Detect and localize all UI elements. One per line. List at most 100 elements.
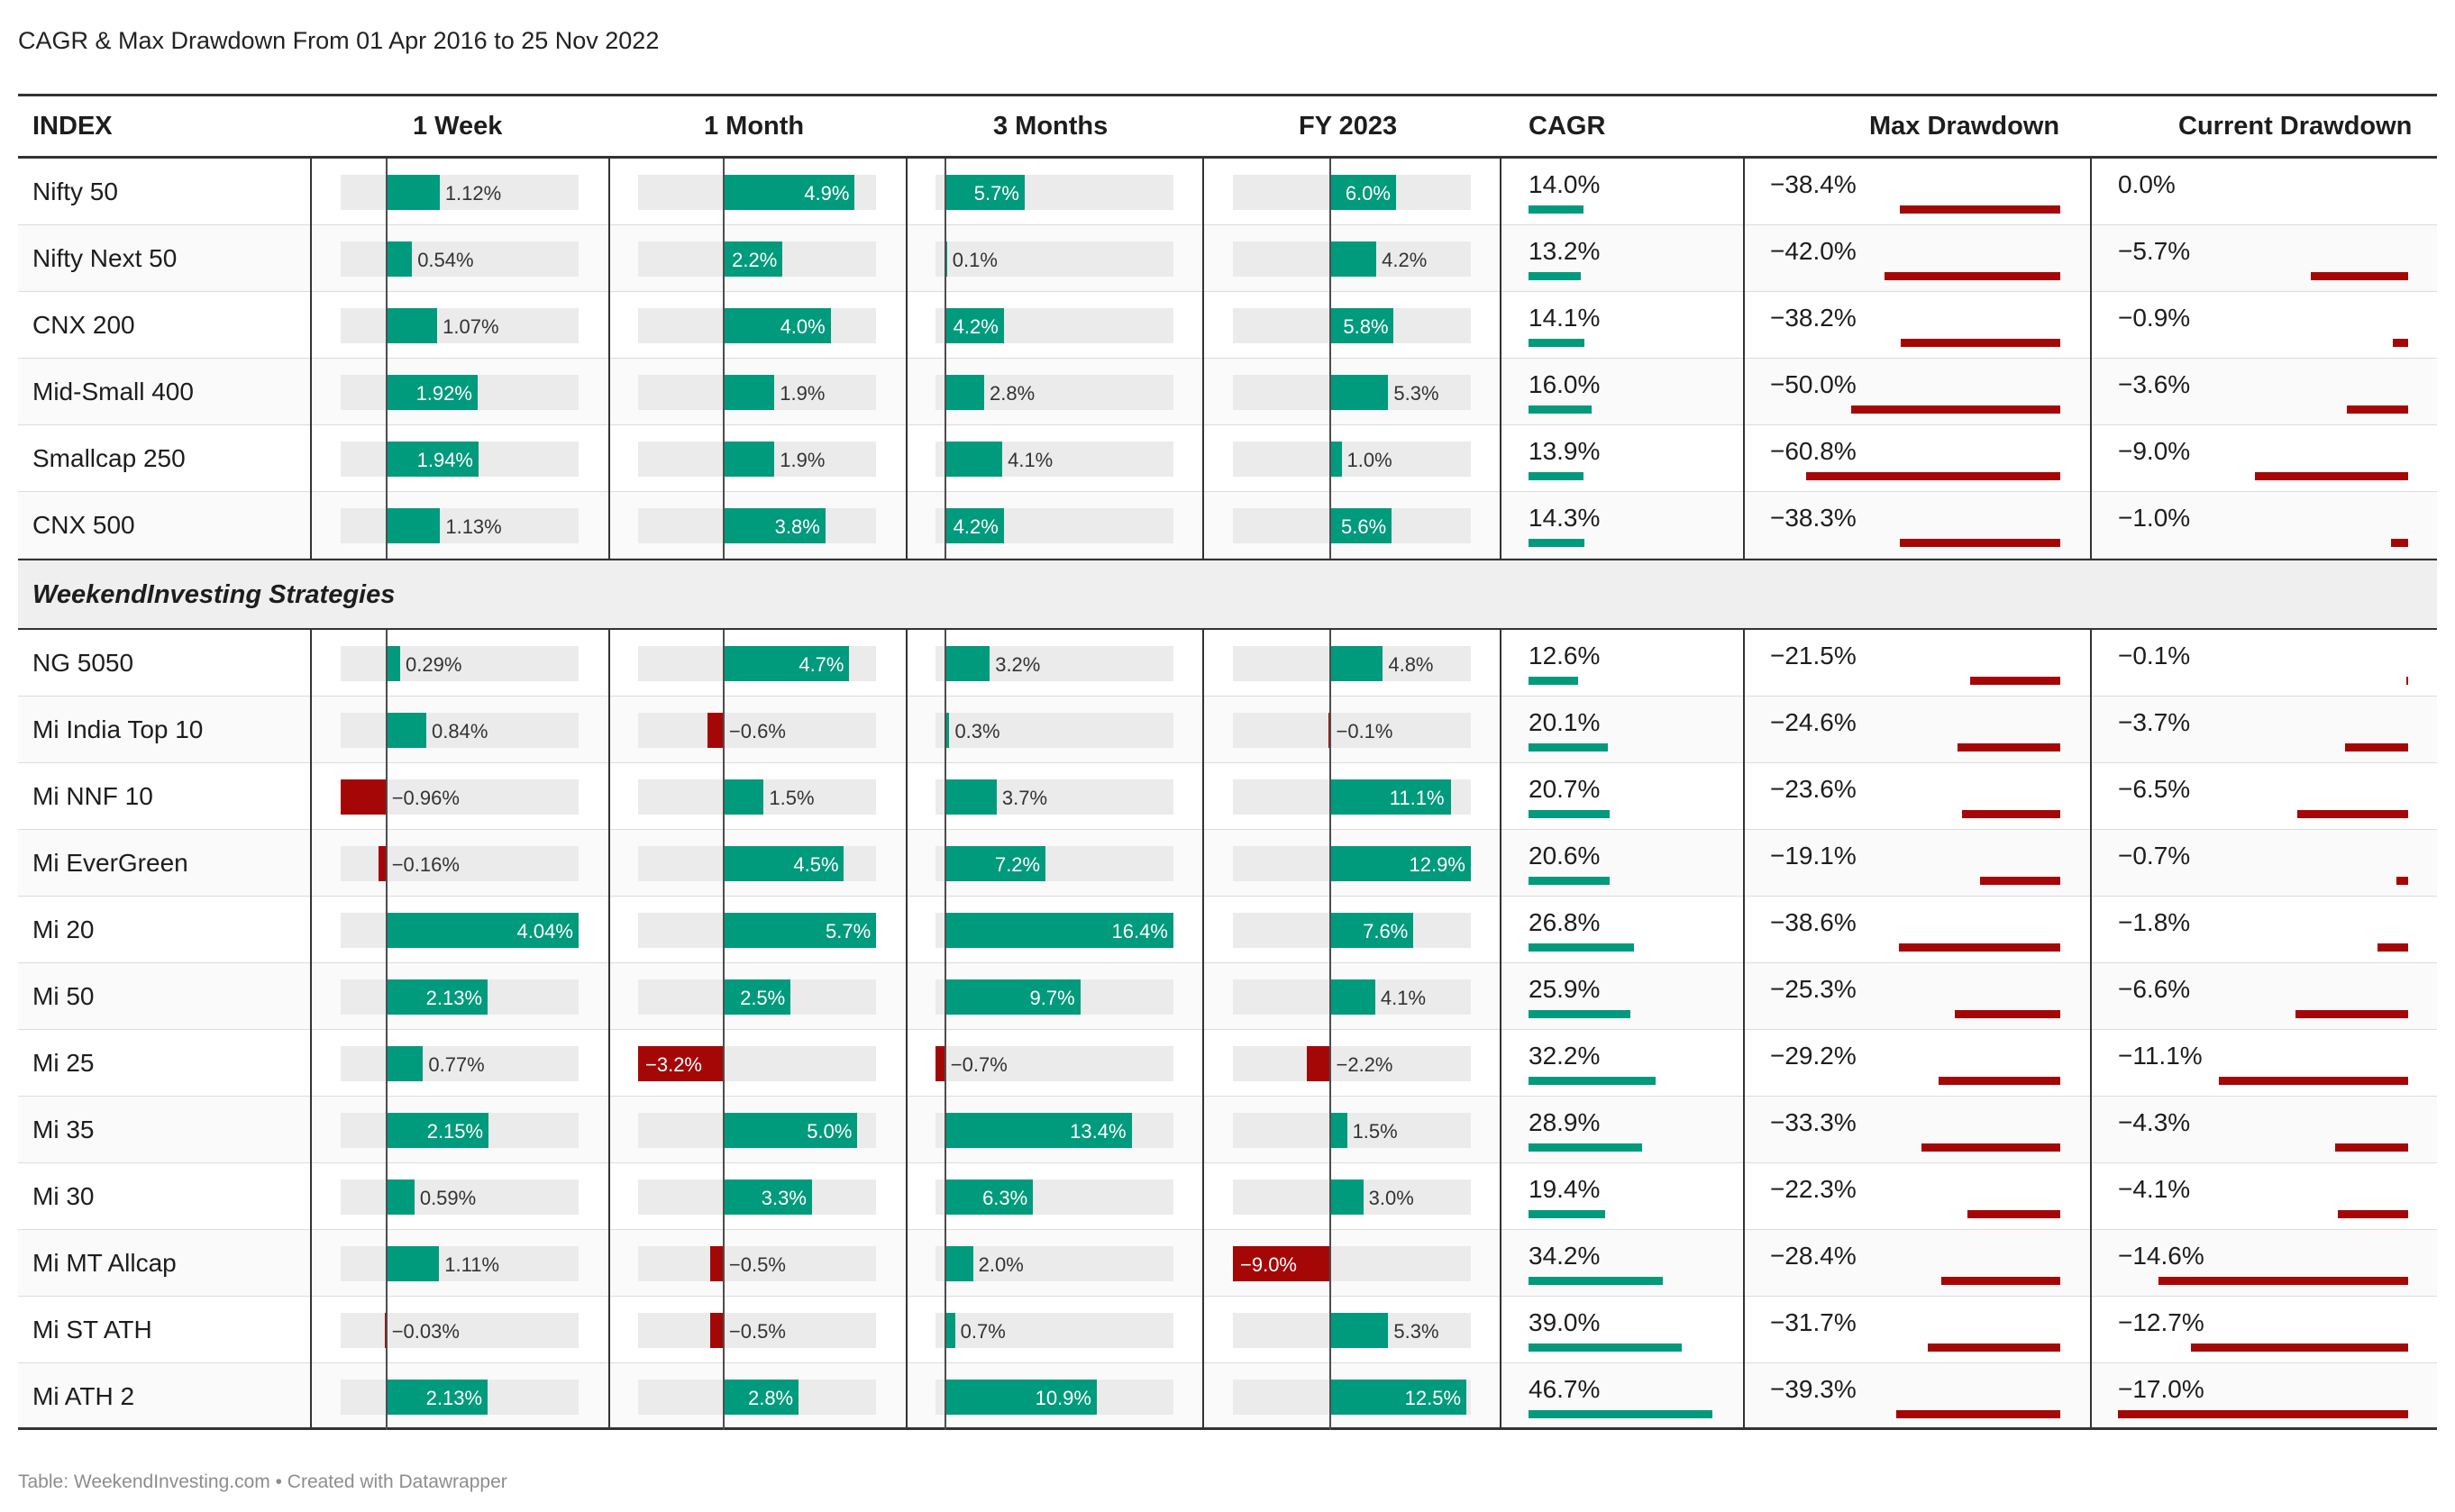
- table-row[interactable]: Mi 25 0.77% −3.2% −0.7% −2.2% 32.2% −29.2% −11.…: [18, 1030, 2437, 1097]
- zero-axis: [722, 830, 725, 897]
- table-row[interactable]: Smallcap 250 1.94% 1.9% 4.1% 1.0% 13.9% −60.8%…: [18, 425, 2437, 492]
- column-header-cagr[interactable]: CAGR: [1529, 112, 1606, 141]
- table-row[interactable]: Mi MT Allcap 1.11% −0.5% 2.0% −9.0% 34.2% −28.…: [18, 1230, 2437, 1297]
- w1-bar: [386, 646, 400, 681]
- maxdd-value: −21.5%: [1770, 642, 1857, 669]
- bar-track: [341, 1313, 579, 1348]
- bar-track: [935, 1246, 1173, 1281]
- table-row[interactable]: Mi EverGreen −0.16% 4.5% 7.2% 12.9% 20.6% −19.…: [18, 830, 2437, 897]
- zero-axis: [944, 159, 946, 225]
- fy-bar: [1330, 308, 1394, 343]
- w1-bar: [386, 308, 438, 343]
- zero-axis: [1329, 963, 1332, 1030]
- maxdd-value: −60.8%: [1770, 437, 1857, 465]
- group-header: WeekendInvesting Strategies: [18, 559, 2437, 630]
- table-row[interactable]: Mi 50 2.13% 2.5% 9.7% 4.1% 25.9% −25.3% −6.6%: [18, 963, 2437, 1030]
- table-row[interactable]: Mi ATH 2 2.13% 2.8% 10.9% 12.5% 46.7% −39.3% −1…: [18, 1363, 2437, 1430]
- zero-axis: [385, 1230, 388, 1297]
- fy-value: 4.2%: [1382, 249, 1428, 271]
- fy-value: 5.8%: [1343, 315, 1389, 338]
- table-row[interactable]: Mid-Small 400 1.92% 1.9% 2.8% 5.3% 16.0% −50.0…: [18, 359, 2437, 425]
- fy-value: 7.6%: [1363, 920, 1409, 943]
- m3-bar: [945, 779, 997, 815]
- cagr-value: 14.3%: [1529, 504, 1601, 532]
- cagr-value: 20.1%: [1529, 708, 1601, 736]
- column-header-max-drawdown[interactable]: Max Drawdown: [1869, 112, 2060, 141]
- zero-axis: [944, 1230, 946, 1297]
- curdd-bar: [2311, 272, 2408, 280]
- w1-value: −0.16%: [391, 853, 460, 876]
- table-row[interactable]: Mi ST ATH −0.03% −0.5% 0.7% 5.3% 39.0% −31.7% −…: [18, 1297, 2437, 1363]
- maxdd-bar: [1967, 1210, 2060, 1218]
- w1-bar: [386, 442, 479, 477]
- table-row[interactable]: CNX 200 1.07% 4.0% 4.2% 5.8% 14.1% −38.2% −0.9%: [18, 292, 2437, 359]
- curdd-bar: [2218, 1077, 2408, 1085]
- zero-axis: [1329, 225, 1332, 292]
- zero-axis: [944, 425, 946, 492]
- column-header-3-months[interactable]: 3 Months: [993, 112, 1109, 141]
- row-name: Mi ATH 2: [32, 1382, 135, 1410]
- column-header-current-drawdown[interactable]: Current Drawdown: [2178, 112, 2413, 141]
- zero-axis: [1329, 1297, 1332, 1363]
- table-row[interactable]: Mi India Top 10 0.84% −0.6% 0.3% −0.1% 20.1% −…: [18, 697, 2437, 763]
- m3-value: 0.3%: [954, 720, 1000, 742]
- zero-axis: [722, 697, 725, 763]
- column-divider: [1743, 159, 1745, 559]
- zero-axis: [385, 763, 388, 830]
- column-header-fy-2023[interactable]: FY 2023: [1299, 112, 1398, 141]
- w1-bar: [386, 375, 479, 410]
- row-name: Nifty 50: [32, 178, 118, 205]
- m3-bar: [945, 1246, 973, 1281]
- footer-credit: Table: WeekendInvesting.com • Created wi…: [18, 1471, 507, 1492]
- m1-value: 1.9%: [780, 382, 826, 405]
- fy-value: 12.9%: [1409, 853, 1465, 876]
- m1-value: −0.5%: [728, 1320, 786, 1343]
- bar-track: [935, 1046, 1173, 1081]
- zero-axis: [385, 492, 388, 559]
- zero-axis: [1329, 1030, 1332, 1097]
- bar-track: [638, 1313, 876, 1348]
- table-row[interactable]: Nifty Next 50 0.54% 2.2% 0.1% 4.2% 13.2% −42.0…: [18, 225, 2437, 292]
- zero-axis: [722, 963, 725, 1030]
- fy-bar: [1330, 175, 1396, 210]
- column-header-index[interactable]: INDEX: [32, 112, 113, 141]
- bar-track: [1233, 1113, 1471, 1148]
- cagr-value: 46.7%: [1529, 1375, 1601, 1403]
- maxdd-bar: [1980, 877, 2060, 885]
- table-row[interactable]: Mi 35 2.15% 5.0% 13.4% 1.5% 28.9% −33.3% −4.3%: [18, 1097, 2437, 1163]
- table-row[interactable]: CNX 500 1.13% 3.8% 4.2% 5.6% 14.3% −38.3% −1.0%: [18, 492, 2437, 559]
- column-header-1-week[interactable]: 1 Week: [413, 112, 503, 141]
- table-row[interactable]: Mi 20 4.04% 5.7% 16.4% 7.6% 26.8% −38.6% −1.8%: [18, 897, 2437, 963]
- zero-axis: [1329, 630, 1332, 697]
- column-divider: [906, 159, 908, 559]
- w1-value: 2.13%: [425, 987, 483, 1009]
- fy-value: 5.6%: [1341, 515, 1387, 538]
- table-row[interactable]: Nifty 50 1.12% 4.9% 5.7% 6.0% 14.0% −38.4% 0.0%: [18, 159, 2437, 225]
- m3-value: 4.2%: [953, 515, 999, 538]
- zero-axis: [722, 359, 725, 425]
- curdd-bar: [2344, 743, 2408, 751]
- column-divider: [310, 159, 312, 559]
- cagr-bar: [1529, 1143, 1643, 1152]
- fy-value: 1.0%: [1346, 449, 1392, 471]
- zero-axis: [385, 159, 388, 225]
- table-row[interactable]: Mi NNF 10 −0.96% 1.5% 3.7% 11.1% 20.7% −23.6% −…: [18, 763, 2437, 830]
- zero-axis: [1329, 697, 1332, 763]
- row-name: Mi 35: [32, 1116, 95, 1143]
- m1-bar: [723, 979, 791, 1015]
- maxdd-value: −39.3%: [1770, 1375, 1857, 1403]
- m3-value: 2.0%: [978, 1253, 1024, 1276]
- curdd-bar: [2338, 1210, 2408, 1218]
- curdd-value: −12.7%: [2118, 1308, 2204, 1336]
- fy-value: −0.1%: [1336, 720, 1393, 742]
- m3-value: 16.4%: [1111, 920, 1168, 943]
- bar-track: [341, 1180, 579, 1215]
- table-row[interactable]: NG 5050 0.29% 4.7% 3.2% 4.8% 12.6% −21.5% −0.1%: [18, 630, 2437, 697]
- curdd-value: −4.1%: [2118, 1175, 2191, 1203]
- curdd-bar: [2377, 943, 2408, 952]
- w1-bar: [386, 1046, 424, 1081]
- table-row[interactable]: Mi 30 0.59% 3.3% 6.3% 3.0% 19.4% −22.3% −4.1%: [18, 1163, 2437, 1230]
- column-header-1-month[interactable]: 1 Month: [704, 112, 805, 141]
- m3-bar: [945, 308, 1004, 343]
- table-header: INDEX 1 Week 1 Month 3 Months FY 2023 CA…: [18, 94, 2437, 159]
